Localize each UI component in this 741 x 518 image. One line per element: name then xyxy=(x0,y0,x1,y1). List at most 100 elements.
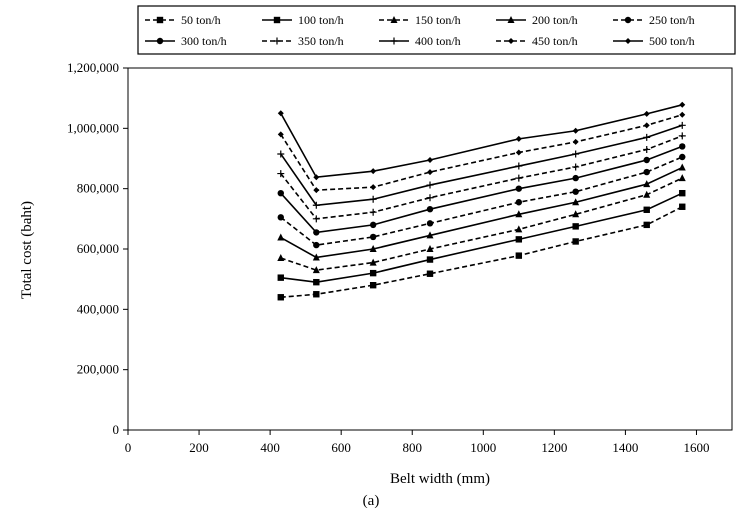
series-line xyxy=(280,177,683,271)
data-point xyxy=(426,181,434,189)
data-point xyxy=(427,169,433,176)
y-tick-label: 400,000 xyxy=(77,301,119,316)
series-line xyxy=(280,113,683,191)
data-point xyxy=(572,238,579,245)
series-line xyxy=(280,192,683,283)
data-point xyxy=(678,163,686,171)
data-point xyxy=(515,185,523,192)
data-point xyxy=(572,138,579,145)
data-point xyxy=(313,241,320,249)
legend-label: 150 ton/h xyxy=(415,13,461,27)
data-point xyxy=(515,252,523,259)
data-point xyxy=(312,266,320,274)
x-axis: 0 200 400 600 800 1000 1200 1400 1600 xyxy=(125,430,709,455)
y-axis: 0 200,000 400,000 600,000 800,000 1,000,000 1,… xyxy=(67,60,128,437)
data-point xyxy=(277,110,284,117)
legend-item: 150 ton/h xyxy=(379,13,461,27)
data-point xyxy=(515,135,522,142)
series-4 xyxy=(277,153,686,249)
data-point xyxy=(277,233,285,241)
legend-item: 200 ton/h xyxy=(496,13,578,27)
data-point xyxy=(643,190,651,198)
data-point xyxy=(426,231,434,239)
series-9 xyxy=(277,101,686,181)
y-tick-label: 600,000 xyxy=(77,241,119,256)
data-point xyxy=(643,122,650,129)
data-point xyxy=(277,189,284,197)
data-point xyxy=(572,223,579,230)
data-point xyxy=(312,253,320,261)
data-point xyxy=(369,195,377,203)
data-point xyxy=(643,221,650,229)
data-point xyxy=(369,269,377,277)
data-point xyxy=(313,278,320,286)
data-point xyxy=(643,180,651,188)
data-point xyxy=(507,16,515,23)
data-point xyxy=(426,256,434,263)
legend-label: 500 ton/h xyxy=(649,34,695,48)
legend-item: 50 ton/h xyxy=(145,13,221,27)
data-point xyxy=(277,274,284,281)
series-7 xyxy=(277,121,686,209)
data-point xyxy=(369,233,377,241)
legend-item: 450 ton/h xyxy=(496,34,578,48)
data-point xyxy=(426,270,434,277)
data-point xyxy=(515,225,523,233)
legend-label: 350 ton/h xyxy=(298,34,344,48)
data-point xyxy=(643,145,651,153)
data-point xyxy=(390,37,398,45)
series-1 xyxy=(277,189,686,286)
data-point xyxy=(273,16,281,24)
data-point xyxy=(156,16,164,24)
data-point xyxy=(572,127,579,134)
data-point xyxy=(572,188,579,195)
data-point xyxy=(156,37,164,45)
data-point xyxy=(426,194,434,202)
legend-label: 200 ton/h xyxy=(532,13,578,27)
series-6 xyxy=(277,132,686,223)
series-line xyxy=(280,166,683,259)
legend-label: 50 ton/h xyxy=(181,13,221,27)
data-point xyxy=(369,208,377,216)
data-point xyxy=(679,101,686,108)
y-tick-label: 800,000 xyxy=(77,181,119,196)
data-point xyxy=(370,168,377,175)
data-point xyxy=(426,220,434,227)
x-tick-label: 800 xyxy=(402,440,422,455)
legend-label: 250 ton/h xyxy=(649,13,695,27)
data-point xyxy=(277,294,284,301)
legend-item: 100 ton/h xyxy=(262,13,344,27)
data-point xyxy=(515,162,523,170)
data-point xyxy=(643,133,651,141)
legend-item: 400 ton/h xyxy=(379,34,461,48)
data-point xyxy=(515,149,522,156)
data-point xyxy=(277,170,285,178)
data-point xyxy=(277,150,285,158)
series-line xyxy=(280,135,683,220)
x-tick-label: 400 xyxy=(260,440,280,455)
data-point xyxy=(572,174,579,182)
data-point xyxy=(679,203,686,210)
data-point xyxy=(515,199,523,206)
data-point xyxy=(313,187,320,194)
y-tick-label: 0 xyxy=(113,422,120,437)
series-8 xyxy=(277,111,686,194)
data-point xyxy=(572,150,580,158)
data-point xyxy=(678,121,686,129)
data-point xyxy=(679,143,686,150)
y-tick-label: 1,200,000 xyxy=(67,60,119,75)
legend-label: 450 ton/h xyxy=(532,34,578,48)
data-point xyxy=(313,229,320,236)
legend: 50 ton/h 100 ton/h 150 ton/h 200 ton/h 250 t… xyxy=(145,13,695,48)
data-point xyxy=(277,214,284,221)
data-point xyxy=(369,245,377,252)
data-point xyxy=(313,291,320,298)
legend-item: 350 ton/h xyxy=(262,34,344,48)
data-point xyxy=(515,174,523,182)
data-point xyxy=(625,38,631,44)
data-point xyxy=(572,198,580,206)
data-point xyxy=(643,168,650,176)
series-layer xyxy=(277,101,686,301)
x-tick-label: 600 xyxy=(331,440,351,455)
figure-caption: (a) xyxy=(363,493,380,509)
